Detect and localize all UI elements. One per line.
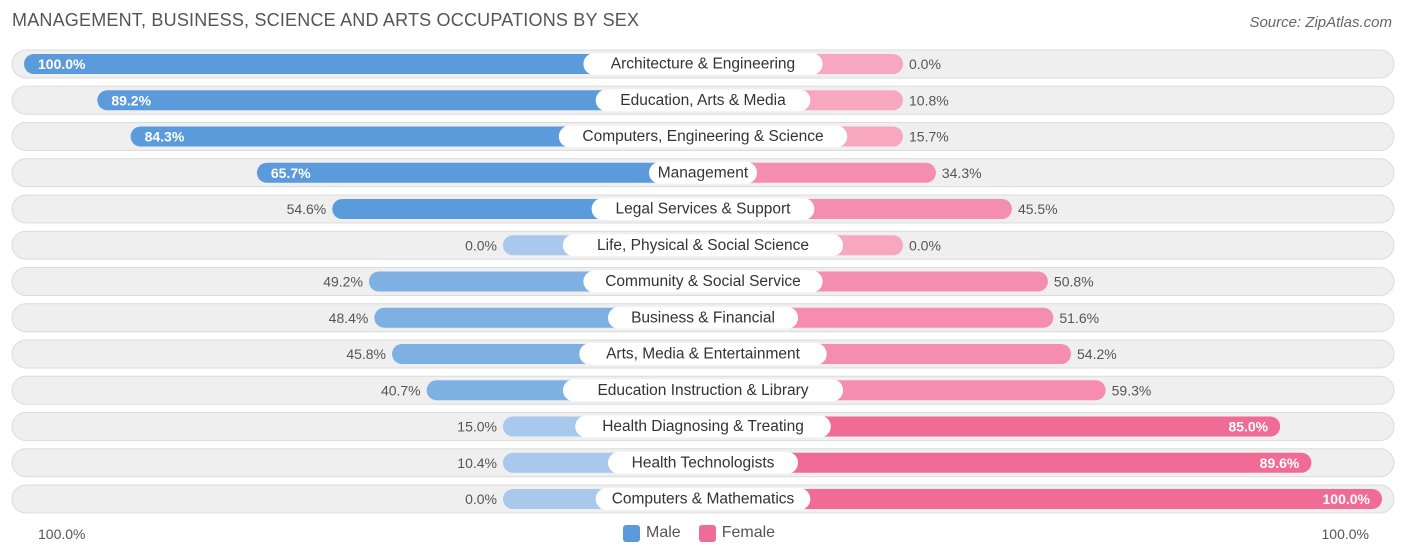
category-label-bg <box>595 89 811 112</box>
legend-swatch-female <box>698 524 716 542</box>
category-label-bg <box>649 161 757 184</box>
value-label-male: 15.0% <box>457 419 497 435</box>
bar-female <box>703 162 936 183</box>
category-label-bg <box>583 53 823 75</box>
bar-female <box>703 452 1312 473</box>
category-label: Computers & Mathematics <box>612 491 795 508</box>
bar-male <box>24 54 703 74</box>
legend-item-female: Female <box>698 524 776 542</box>
category-label-bg <box>558 125 848 148</box>
category-label-bg <box>583 270 823 293</box>
legend: Male Female <box>623 524 793 542</box>
legend-swatch-male <box>623 524 640 542</box>
category-label-bg <box>562 379 844 402</box>
value-label-female: 10.8% <box>909 92 949 108</box>
category-label: Architecture & Engineering <box>611 56 795 73</box>
value-label-female: 0.0% <box>909 237 941 253</box>
value-label-male: 84.3% <box>145 129 185 145</box>
value-label-female: 50.8% <box>1054 274 1094 290</box>
category-label: Computers, Engineering & Science <box>582 128 823 145</box>
value-label-female: 51.6% <box>1059 310 1099 326</box>
bar-female <box>703 489 1382 509</box>
value-label-female: 59.3% <box>1112 382 1152 398</box>
value-label-female: 89.6% <box>1260 455 1300 471</box>
value-label-male: 65.7% <box>271 165 311 181</box>
category-label: Community & Social Service <box>605 273 801 290</box>
value-label-male: 54.6% <box>287 201 327 217</box>
legend-item-male: Male <box>623 524 681 542</box>
category-label-bg <box>608 306 798 329</box>
chart-title: MANAGEMENT, BUSINESS, SCIENCE AND ARTS O… <box>12 10 640 30</box>
value-label-male: 0.0% <box>465 237 497 253</box>
value-label-male: 10.4% <box>457 455 497 471</box>
category-label: Management <box>658 164 749 181</box>
value-label-female: 34.3% <box>942 165 982 181</box>
category-label: Education Instruction & Library <box>597 382 808 399</box>
legend-label-male: Male <box>646 524 681 541</box>
category-label: Health Technologists <box>632 454 775 471</box>
value-label-male: 48.4% <box>329 310 369 326</box>
bar-male <box>130 126 703 147</box>
category-label-bg <box>579 343 827 365</box>
value-label-female: 45.5% <box>1018 201 1058 217</box>
value-label-male: 100.0% <box>38 56 86 72</box>
value-label-female: 15.7% <box>909 129 949 145</box>
value-label-male: 40.7% <box>381 382 421 398</box>
category-label: Business & Financial <box>631 309 775 326</box>
value-label-female: 0.0% <box>909 56 941 72</box>
category-label: Health Diagnosing & Treating <box>602 418 804 435</box>
value-label-male: 49.2% <box>323 274 363 290</box>
category-label: Legal Services & Support <box>616 201 792 218</box>
value-label-female: 85.0% <box>1228 419 1268 435</box>
bar-male <box>97 90 703 111</box>
source-label: Source: ZipAtlas.com <box>1249 14 1392 31</box>
axis-right-label: 100.0% <box>1321 526 1369 542</box>
value-label-male: 89.2% <box>111 92 151 108</box>
bar-female <box>703 416 1281 437</box>
category-label-bg <box>562 234 844 257</box>
category-label-bg <box>608 451 798 474</box>
axis-left-label: 100.0% <box>38 526 86 542</box>
category-label-bg <box>575 415 831 438</box>
value-label-male: 45.8% <box>346 346 386 362</box>
category-label: Life, Physical & Social Science <box>597 237 809 254</box>
category-label-bg <box>591 198 815 220</box>
value-label-male: 0.0% <box>465 491 497 507</box>
value-label-female: 54.2% <box>1077 346 1117 362</box>
value-label-female: 100.0% <box>1323 491 1371 507</box>
category-label: Arts, Media & Entertainment <box>606 346 801 363</box>
bar-male <box>256 162 703 183</box>
legend-label-female: Female <box>721 524 776 541</box>
category-label-bg <box>595 488 811 510</box>
category-label: Education, Arts & Media <box>620 92 786 109</box>
